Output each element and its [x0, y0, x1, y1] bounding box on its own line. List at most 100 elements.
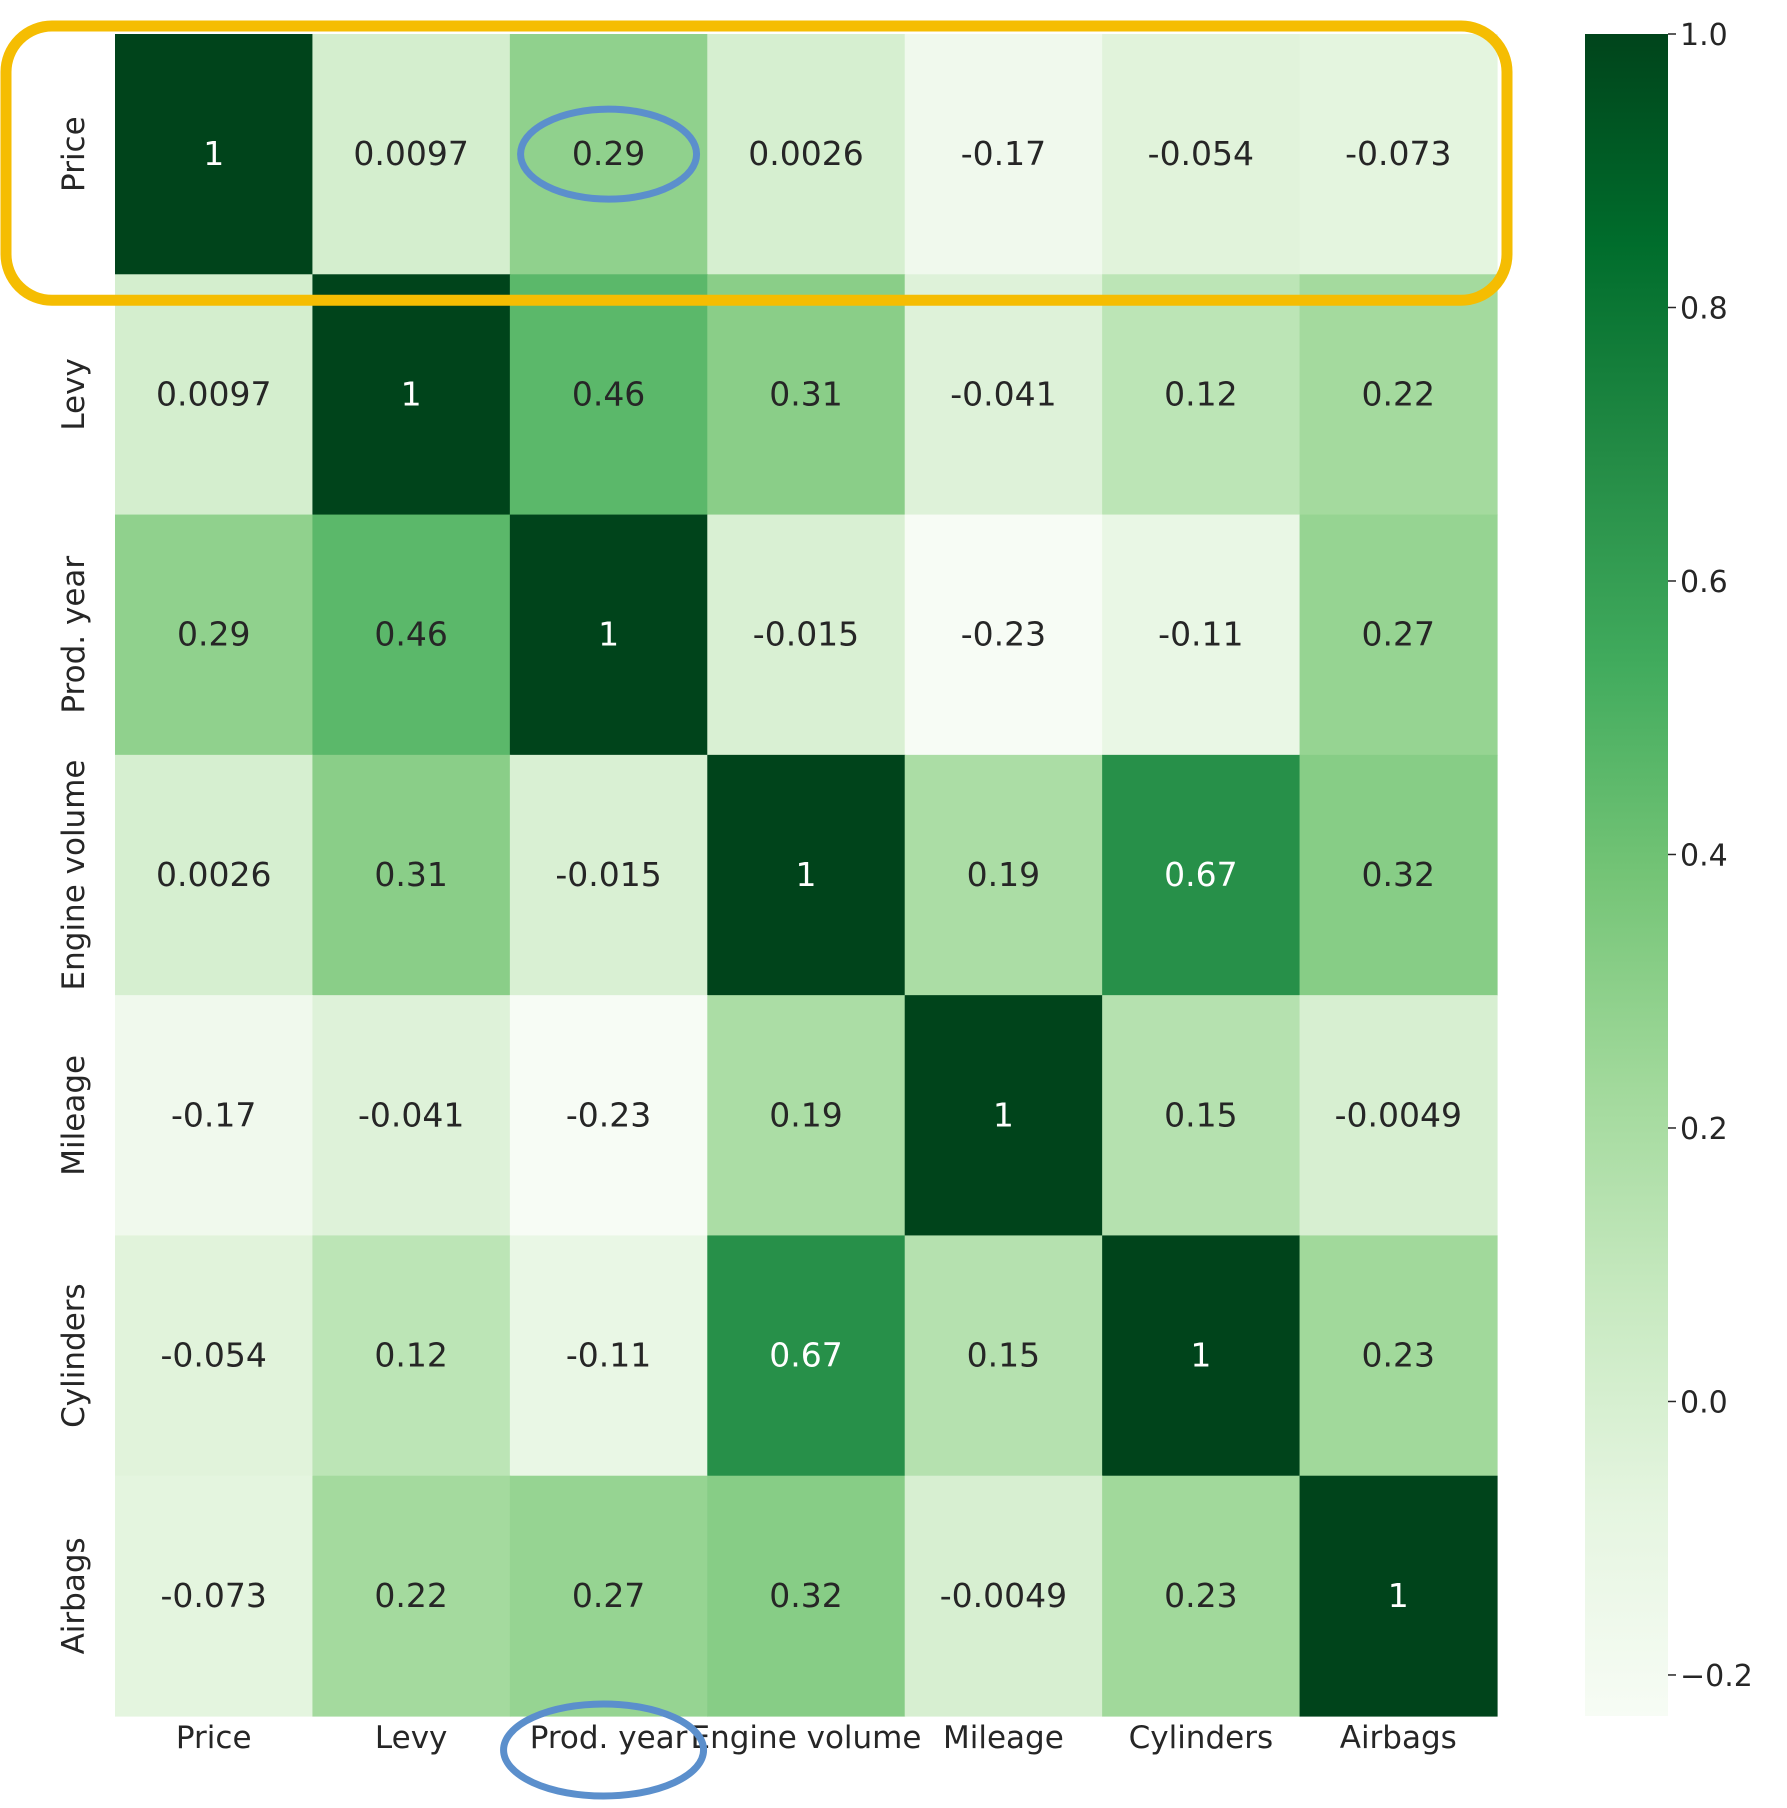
colorbar: [1585, 34, 1668, 1716]
heatmap-cell: [904, 754, 1103, 996]
heatmap-cell: [707, 1475, 906, 1717]
heatmap-cell: [904, 1235, 1103, 1477]
cell-value-label: -0.041: [950, 374, 1056, 413]
x-axis-ticks: Price Levy Prod. year Engine volume Mileage C…: [176, 1720, 1457, 1756]
y-tick-label: Price: [56, 116, 92, 192]
cell-value-label: -0.17: [171, 1095, 256, 1134]
heatmap-cell: [115, 995, 314, 1237]
heatmap-cell: [312, 274, 511, 516]
cell-value-label: -0.0049: [940, 1576, 1067, 1615]
heatmap-cell: [1299, 995, 1498, 1237]
colorbar-tick-label: 0.0: [1680, 1385, 1728, 1420]
heatmap-cell: [707, 514, 906, 756]
heatmap-cell: [904, 514, 1103, 756]
cell-value-label: -0.17: [961, 134, 1046, 173]
heatmap-cell: [312, 754, 511, 996]
heatmap-cell: [1299, 34, 1498, 275]
cell-value-label: 0.22: [1362, 374, 1435, 413]
cell-value-label: 0.27: [1362, 615, 1435, 654]
x-tick-label: Levy: [375, 1720, 448, 1756]
heatmap-cell: [1299, 514, 1498, 756]
circled-tick-annotation: [500, 1700, 708, 1800]
heatmap-cell: [509, 1235, 708, 1477]
circled-cell-annotation: [517, 105, 701, 203]
cell-value-label: -0.015: [555, 855, 661, 894]
cell-value-label: 0.19: [967, 855, 1040, 894]
cell-value-label: 1: [993, 1095, 1014, 1134]
cell-value-label: 0.0026: [156, 855, 271, 894]
x-tick-label: Mileage: [943, 1720, 1064, 1756]
colorbar-tick-label: 0.8: [1680, 291, 1728, 326]
cell-value-label: 0.32: [1362, 855, 1435, 894]
heatmap-cell: [1299, 1235, 1498, 1477]
cell-value-label: 0.0097: [156, 374, 271, 413]
heatmap-cell: [115, 1235, 314, 1477]
colorbar-tick-label: 0.4: [1680, 838, 1728, 873]
cell-value-label: -0.23: [566, 1095, 651, 1134]
cell-value-label: -0.054: [161, 1336, 267, 1375]
colorbar-tick-label: 1.0: [1680, 18, 1728, 53]
heatmap-cell: [1299, 274, 1498, 516]
heatmap-cell: [509, 1475, 708, 1717]
heatmap-cell: [509, 754, 708, 996]
y-tick-label: Mileage: [56, 1055, 92, 1176]
cell-value-label: -0.041: [358, 1095, 464, 1134]
cell-value-label: 1: [401, 374, 422, 413]
colorbar-tick-label: −0.2: [1680, 1659, 1753, 1694]
heatmap-cell: [312, 34, 511, 275]
y-tick-label: Engine volume: [56, 760, 92, 991]
cell-value-label: 0.31: [374, 855, 447, 894]
heatmap-cell: [1102, 995, 1301, 1237]
cell-value-label: 0.15: [1164, 1095, 1237, 1134]
cell-value-label: -0.015: [753, 615, 859, 654]
cell-value-label: 0.15: [967, 1336, 1040, 1375]
heatmap-cell: [904, 274, 1103, 516]
cell-value-label: 0.0026: [748, 134, 863, 173]
heatmap-cell: [115, 274, 314, 516]
highlight-row-box: [0, 20, 1513, 306]
x-tick-label: Price: [176, 1720, 252, 1756]
cell-value-label: -0.23: [961, 615, 1046, 654]
y-tick-label: Cylinders: [56, 1283, 92, 1428]
cell-value-label: 1: [1190, 1336, 1211, 1375]
heatmap-cells: 1 0.0097 0.29 0.0026 -0.17 -0.054 -0.073 0.0097…: [115, 34, 1498, 1717]
x-tick-label: Cylinders: [1129, 1720, 1274, 1756]
heatmap-cell: [707, 1235, 906, 1477]
heatmap-cell: [1299, 754, 1498, 996]
x-tick-label: Prod. year: [530, 1720, 688, 1756]
heatmap-cell: [115, 514, 314, 756]
cell-value-label: 1: [796, 855, 817, 894]
colorbar-tick-label: 0.2: [1680, 1112, 1728, 1147]
heatmap-cell: [509, 995, 708, 1237]
cell-value-label: -0.073: [1345, 134, 1451, 173]
heatmap-cell: [904, 995, 1103, 1237]
cell-value-label: 0.29: [177, 615, 250, 654]
heatmap-cell: [115, 34, 314, 275]
heatmap-cell: [312, 514, 511, 756]
cell-value-label: 1: [203, 134, 224, 173]
cell-value-label: 0.12: [374, 1336, 447, 1375]
cell-value-label: 0.29: [572, 134, 645, 173]
cell-value-label: -0.073: [161, 1576, 267, 1615]
cell-value-label: 0.31: [769, 374, 842, 413]
heatmap-cell: [1102, 1235, 1301, 1477]
cell-value-label: 0.0097: [353, 134, 468, 173]
y-tick-label: Prod. year: [56, 556, 92, 714]
heatmap-cell: [707, 995, 906, 1237]
colorbar-ticks: 1.0 0.8 0.6 0.4 0.2 0.0 −0.2: [1668, 18, 1753, 1694]
cell-value-label: 0.27: [572, 1576, 645, 1615]
cell-value-label: 1: [598, 615, 619, 654]
cell-value-label: -0.11: [1158, 615, 1243, 654]
y-tick-label: Levy: [56, 358, 92, 431]
cell-value-label: 0.32: [769, 1576, 842, 1615]
heatmap-cell: [707, 34, 906, 275]
heatmap-cell: [312, 995, 511, 1237]
cell-value-label: 0.22: [374, 1576, 447, 1615]
cell-value-label: 0.46: [374, 615, 447, 654]
cell-value-label: 0.46: [572, 374, 645, 413]
cell-value-label: 1: [1388, 1576, 1409, 1615]
heatmap-cell: [312, 1475, 511, 1717]
heatmap-cell: [707, 274, 906, 516]
